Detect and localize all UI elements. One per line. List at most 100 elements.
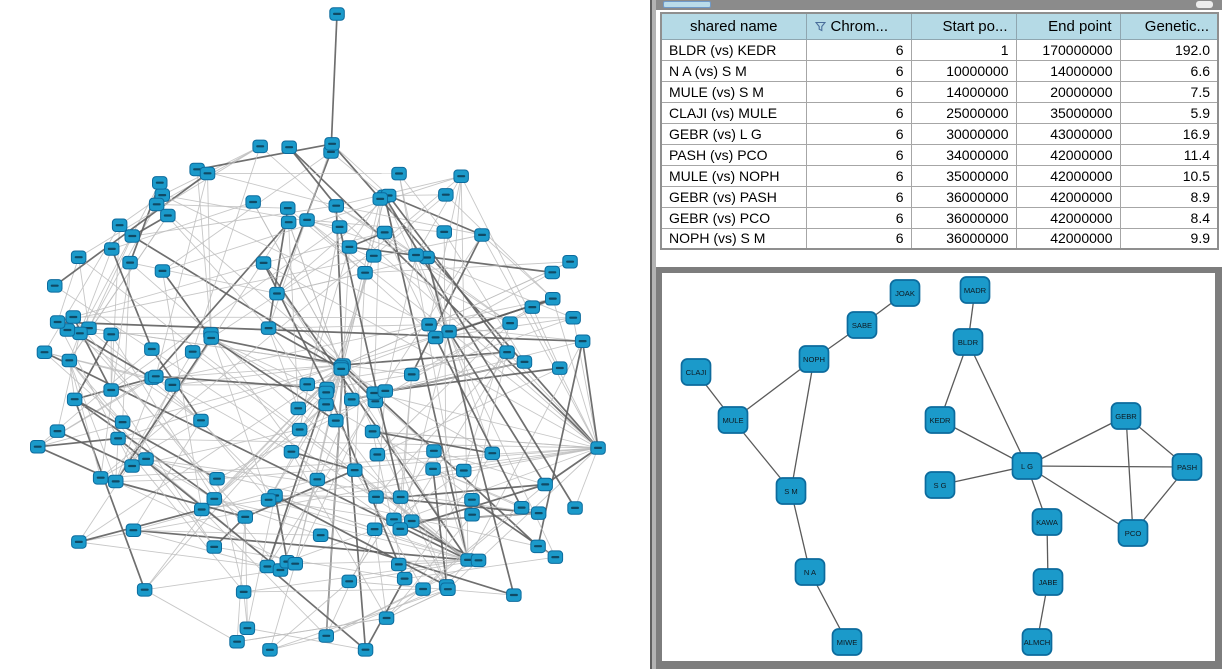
edge-L G-PASH[interactable]	[1026, 465, 1188, 468]
cell-start[interactable]: 14000000	[910, 80, 1017, 103]
edge[interactable]	[144, 589, 238, 643]
network-node[interactable]	[206, 492, 222, 506]
node-shape[interactable]	[924, 471, 956, 499]
edge[interactable]	[68, 360, 102, 478]
network-node[interactable]	[124, 229, 140, 243]
network-node[interactable]	[440, 582, 456, 596]
edge[interactable]	[196, 169, 212, 334]
network-node[interactable]	[49, 315, 66, 329]
network-node-JABE[interactable]: JABE	[1032, 568, 1064, 596]
cell-genetic[interactable]: 8.9	[1119, 185, 1219, 208]
network-node[interactable]	[209, 472, 225, 486]
network-node[interactable]	[92, 471, 109, 485]
network-node-ALMCH[interactable]: ALMCH	[1021, 628, 1053, 656]
edge[interactable]	[274, 495, 375, 530]
network-node[interactable]	[565, 311, 581, 325]
edge[interactable]	[72, 316, 281, 571]
node-shape[interactable]	[1032, 568, 1064, 596]
network-node[interactable]	[280, 201, 296, 215]
edge[interactable]	[349, 559, 479, 582]
network-node[interactable]	[372, 192, 388, 206]
network-node[interactable]	[506, 588, 522, 602]
edge[interactable]	[162, 194, 430, 326]
edge[interactable]	[340, 368, 493, 454]
edge[interactable]	[268, 328, 299, 409]
network-node[interactable]	[111, 218, 128, 232]
edge[interactable]	[342, 364, 412, 375]
network-node[interactable]	[364, 424, 381, 439]
edge[interactable]	[259, 146, 599, 449]
cell-start[interactable]: 34000000	[910, 143, 1017, 166]
edge[interactable]	[133, 529, 321, 536]
column-header-shared_name[interactable]: shared name	[660, 12, 807, 40]
table-row[interactable]: GEBR (vs) PCO 6 36000000 42000000 8.4	[660, 206, 1219, 229]
edge[interactable]	[263, 262, 599, 449]
edge[interactable]	[117, 364, 344, 439]
cell-genetic[interactable]: 7.5	[1119, 80, 1219, 103]
network-node[interactable]	[318, 385, 334, 400]
table-row[interactable]: GEBR (vs) L G 6 30000000 43000000 16.9	[660, 122, 1219, 145]
edge[interactable]	[144, 364, 344, 591]
network-node[interactable]	[154, 264, 171, 278]
network-node[interactable]	[283, 445, 300, 459]
network-node[interactable]	[357, 266, 373, 280]
edge[interactable]	[544, 447, 599, 486]
network-node[interactable]	[184, 345, 201, 359]
cell-start[interactable]: 10000000	[910, 59, 1017, 82]
edge[interactable]	[78, 364, 344, 543]
node-shape[interactable]	[846, 311, 878, 339]
edge[interactable]	[399, 351, 508, 530]
edge[interactable]	[244, 516, 248, 629]
node-shape[interactable]	[798, 345, 830, 373]
network-node[interactable]	[396, 571, 413, 586]
edge[interactable]	[307, 219, 445, 233]
edge[interactable]	[400, 483, 546, 498]
edge[interactable]	[247, 627, 366, 651]
edge[interactable]	[132, 205, 337, 237]
cell-genetic[interactable]: 6.6	[1119, 59, 1219, 82]
network-node[interactable]	[524, 300, 540, 314]
edge[interactable]	[262, 262, 328, 389]
edge[interactable]	[111, 298, 553, 391]
cell-shared_name[interactable]: N A (vs) S M	[660, 59, 807, 82]
edge[interactable]	[443, 231, 448, 586]
cell-genetic[interactable]: 11.4	[1119, 143, 1219, 166]
edge[interactable]	[306, 219, 417, 256]
network-node[interactable]	[376, 225, 393, 240]
edge[interactable]	[445, 194, 554, 300]
network-node[interactable]	[114, 415, 131, 429]
network-node[interactable]	[309, 472, 326, 487]
edge[interactable]	[73, 316, 574, 319]
edge[interactable]	[336, 175, 462, 207]
network-node[interactable]	[456, 463, 472, 478]
network-node[interactable]	[421, 317, 437, 332]
edge[interactable]	[422, 507, 522, 590]
cell-chromosome[interactable]: 6	[805, 185, 912, 208]
network-node[interactable]	[144, 342, 160, 356]
edge[interactable]	[295, 559, 469, 565]
edge[interactable]	[471, 352, 508, 500]
network-node-S G[interactable]: S G	[924, 471, 956, 499]
network-node[interactable]	[72, 326, 88, 341]
network-node[interactable]	[299, 213, 315, 227]
edge[interactable]	[78, 146, 261, 258]
node-shape[interactable]	[680, 358, 712, 386]
edge[interactable]	[326, 588, 424, 637]
edge[interactable]	[237, 617, 387, 643]
edge[interactable]	[192, 351, 469, 561]
table-hscrollbar-track[interactable]	[656, 0, 1222, 10]
cell-end[interactable]: 20000000	[1015, 80, 1121, 103]
edge[interactable]	[377, 450, 434, 456]
network-node[interactable]	[199, 166, 216, 181]
network-node[interactable]	[125, 523, 142, 537]
edge[interactable]	[78, 541, 268, 568]
edge[interactable]	[118, 438, 599, 449]
edge[interactable]	[325, 255, 375, 405]
edge[interactable]	[210, 333, 318, 480]
network-node-PCO[interactable]: PCO	[1117, 519, 1149, 547]
network-node[interactable]	[331, 220, 348, 234]
edge[interactable]	[291, 451, 401, 530]
edge[interactable]	[269, 588, 449, 651]
network-node[interactable]	[160, 208, 176, 223]
edge[interactable]	[155, 376, 276, 496]
